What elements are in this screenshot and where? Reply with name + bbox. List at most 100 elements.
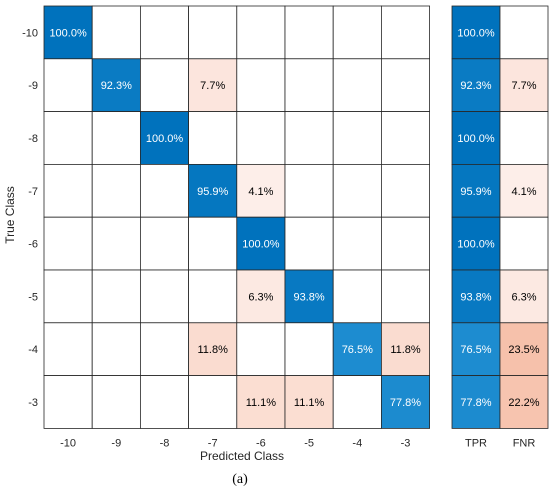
- fnr-cell: [499, 322, 549, 376]
- matrix-cell: [380, 5, 430, 60]
- matrix-cell: [43, 111, 93, 165]
- matrix-cell: [188, 322, 238, 376]
- x-tick-label: -5: [304, 437, 314, 449]
- matrix-cell: [284, 375, 334, 429]
- matrix-cell: [43, 58, 93, 112]
- matrix-cell: [236, 269, 286, 324]
- matrix-cell: [236, 322, 286, 376]
- matrix-cell: [284, 58, 334, 112]
- tpr-cell: [451, 111, 501, 165]
- matrix-cell: [43, 5, 93, 60]
- fnr-cell-label: 23.5%: [508, 344, 539, 356]
- matrix-cell: [91, 163, 141, 218]
- tpr-cell-label: 92.3%: [460, 80, 491, 92]
- x-tick-label: -6: [256, 437, 266, 449]
- matrix-cell-label: 11.1%: [294, 397, 325, 409]
- fnr-cell: [499, 375, 549, 429]
- matrix-cell: [236, 375, 286, 429]
- matrix-cell-label: 6.3%: [248, 291, 273, 303]
- tick-labels: -10 -10 -9 -9 -8 -8 -7 -7 -6 -6 -5 -5 -4 -4 -3 -3 TPR FNR: [22, 27, 535, 449]
- matrix-cell-label: 11.8%: [198, 344, 229, 356]
- matrix-cell: [139, 58, 189, 112]
- y-axis-label: True Class: [3, 186, 17, 244]
- matrix-cell-label: 93.8%: [293, 291, 324, 303]
- y-tick-label: -6: [28, 239, 38, 251]
- matrix-cell: [380, 269, 430, 324]
- x-tick-label: -10: [60, 437, 76, 449]
- summary-column-label: TPR: [465, 437, 487, 449]
- y-tick-label: -4: [28, 344, 38, 356]
- matrix-cell-label: 76.5%: [342, 344, 373, 356]
- summary-column-label: FNR: [513, 437, 536, 449]
- x-axis-label: Predicted Class: [200, 449, 284, 463]
- matrix-cell: [188, 375, 238, 429]
- fnr-cell: [499, 269, 549, 324]
- tpr-cell-label: 95.9%: [460, 186, 491, 198]
- matrix-cell: [380, 163, 430, 218]
- matrix-cell: [188, 5, 238, 60]
- matrix-cell: [91, 375, 141, 429]
- matrix-cell: [139, 5, 189, 60]
- fnr-cell-label: 6.3%: [511, 291, 536, 303]
- tpr-cell-label: 100.0%: [457, 27, 495, 39]
- confusion-matrix-grid: 100.0% 92.3% 7.7% 100.0% 95.9% 4.1% 100.0% 6.3%…: [43, 5, 430, 429]
- fnr-cell: [499, 58, 549, 112]
- matrix-cell-label: 11.8%: [390, 344, 421, 356]
- matrix-cell: [332, 216, 382, 271]
- tpr-cell-label: 100.0%: [457, 133, 495, 145]
- matrix-cell: [91, 216, 141, 271]
- matrix-cell-label: 77.8%: [390, 397, 421, 409]
- x-tick-label: -4: [352, 437, 362, 449]
- fnr-cell-label: 22.2%: [508, 397, 539, 409]
- fnr-cell-label: 4.1%: [511, 186, 536, 198]
- matrix-cell: [332, 58, 382, 112]
- matrix-cell: [236, 163, 286, 218]
- matrix-cell-label: 100.0%: [49, 27, 87, 39]
- matrix-cell: [139, 111, 189, 165]
- matrix-cell: [91, 111, 141, 165]
- x-tick-label: -3: [401, 437, 411, 449]
- y-tick-label: -9: [28, 80, 38, 92]
- y-tick-label: -10: [22, 27, 38, 39]
- matrix-cell: [380, 111, 430, 165]
- tpr-cell: [451, 216, 501, 271]
- matrix-cell-label: 100.0%: [146, 133, 184, 145]
- matrix-cell: [139, 375, 189, 429]
- matrix-cell: [139, 269, 189, 324]
- matrix-cell: [91, 5, 141, 60]
- matrix-cell: [284, 111, 334, 165]
- matrix-cell: [332, 269, 382, 324]
- matrix-cell: [188, 269, 238, 324]
- matrix-cell-label: 95.9%: [197, 186, 228, 198]
- figure-caption: (a): [232, 472, 248, 487]
- y-tick-label: -7: [28, 186, 38, 198]
- matrix-cell: [43, 322, 93, 376]
- summary-grid: 100.0% 92.3% 7.7% 100.0% 95.9% 4.1% 100.0% 93.8…: [451, 5, 549, 429]
- matrix-cell: [236, 58, 286, 112]
- tpr-cell: [451, 5, 501, 60]
- matrix-cell: [91, 58, 141, 112]
- tpr-cell: [451, 375, 501, 429]
- matrix-cell: [380, 322, 430, 376]
- matrix-cell: [284, 163, 334, 218]
- tpr-cell-label: 93.8%: [460, 291, 491, 303]
- matrix-cell: [188, 111, 238, 165]
- tpr-cell-label: 76.5%: [460, 344, 491, 356]
- matrix-cell: [139, 322, 189, 376]
- matrix-cell: [43, 375, 93, 429]
- matrix-cell-label: 11.1%: [246, 397, 277, 409]
- fnr-cell-label: 7.7%: [511, 80, 536, 92]
- x-tick-label: -7: [208, 437, 218, 449]
- fnr-cell: [499, 111, 549, 165]
- matrix-cell: [139, 216, 189, 271]
- fnr-cell: [499, 5, 549, 60]
- fnr-cell: [499, 163, 549, 218]
- matrix-cell: [380, 375, 430, 429]
- matrix-cell: [380, 216, 430, 271]
- x-tick-label: -9: [111, 437, 121, 449]
- fnr-cell: [499, 216, 549, 271]
- matrix-cell-label: 92.3%: [101, 80, 132, 92]
- tpr-cell-label: 100.0%: [457, 239, 495, 251]
- matrix-cell: [332, 5, 382, 60]
